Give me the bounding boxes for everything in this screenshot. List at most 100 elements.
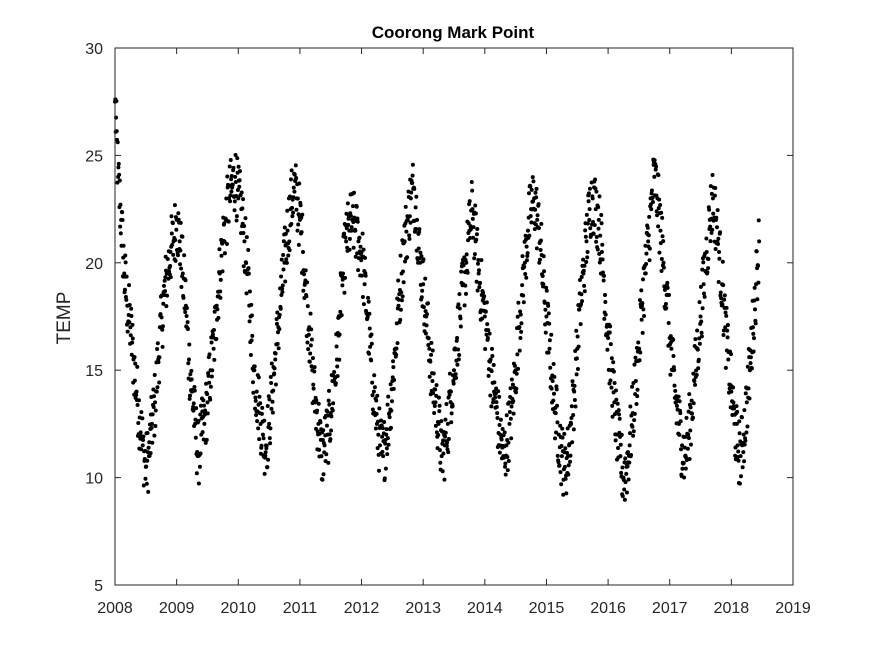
data-point — [619, 432, 624, 437]
data-point — [372, 373, 377, 378]
data-point — [321, 472, 326, 477]
data-point — [712, 193, 717, 198]
y-tick-label: 20 — [85, 256, 103, 273]
data-point — [535, 217, 540, 222]
data-point — [756, 218, 761, 223]
data-point — [457, 292, 462, 297]
data-point — [588, 226, 593, 231]
data-point — [310, 356, 315, 361]
data-points — [113, 97, 762, 502]
data-point — [505, 454, 510, 459]
data-point — [172, 203, 177, 208]
data-point — [291, 185, 296, 190]
data-point — [382, 420, 387, 425]
data-point — [293, 163, 298, 168]
data-point — [575, 366, 580, 371]
data-point — [207, 380, 212, 385]
data-point — [198, 451, 203, 456]
data-point — [596, 217, 601, 222]
data-point — [267, 436, 272, 441]
data-point — [500, 426, 505, 431]
data-point — [222, 251, 227, 256]
data-point — [524, 275, 529, 280]
data-point — [616, 408, 621, 413]
data-point — [646, 239, 651, 244]
x-tick-label: 2010 — [220, 600, 256, 617]
data-point — [425, 301, 430, 306]
data-point — [600, 242, 605, 247]
data-point — [475, 288, 480, 293]
data-point — [489, 404, 494, 409]
data-point — [134, 389, 139, 394]
data-point — [145, 458, 150, 463]
data-point — [691, 371, 696, 376]
data-point — [375, 446, 380, 451]
data-point — [353, 254, 358, 259]
data-point — [697, 336, 702, 341]
data-point — [234, 214, 239, 219]
data-point — [585, 221, 590, 226]
data-point — [507, 410, 512, 415]
data-point — [230, 182, 235, 187]
data-point — [125, 329, 130, 334]
data-point — [570, 440, 575, 445]
data-point — [306, 347, 311, 352]
data-point — [356, 268, 361, 273]
data-point — [742, 408, 747, 413]
data-point — [468, 236, 473, 241]
data-point — [194, 471, 199, 476]
data-point — [443, 434, 448, 439]
data-point — [491, 400, 496, 405]
data-point — [738, 474, 743, 479]
data-point — [478, 280, 483, 285]
data-point — [423, 309, 428, 314]
data-point — [431, 371, 436, 376]
data-point — [672, 383, 677, 388]
data-point — [623, 480, 628, 485]
data-point — [249, 313, 254, 318]
data-point — [606, 335, 611, 340]
data-point — [697, 300, 702, 305]
data-point — [367, 311, 372, 316]
data-point — [122, 287, 127, 292]
data-point — [517, 325, 522, 330]
data-point — [745, 424, 750, 429]
data-point — [431, 391, 436, 396]
data-point — [503, 461, 508, 466]
data-point — [618, 442, 623, 447]
data-point — [523, 271, 528, 276]
data-point — [559, 443, 564, 448]
data-point — [410, 162, 415, 167]
data-point — [194, 406, 199, 411]
data-point — [450, 404, 455, 409]
data-point — [473, 203, 478, 208]
data-point — [642, 314, 647, 319]
data-point — [639, 288, 644, 293]
data-point — [532, 227, 537, 232]
data-point — [717, 250, 722, 255]
data-point — [644, 251, 649, 256]
data-point — [575, 334, 580, 339]
data-point — [706, 266, 711, 271]
data-point — [752, 298, 757, 303]
data-point — [359, 273, 364, 278]
data-point — [671, 365, 676, 370]
data-point — [663, 302, 668, 307]
data-point — [576, 344, 581, 349]
data-point — [294, 175, 299, 180]
data-point — [477, 285, 482, 290]
data-point — [497, 450, 502, 455]
data-point — [486, 328, 491, 333]
data-point — [329, 428, 334, 433]
data-point — [711, 211, 716, 216]
data-point — [218, 295, 223, 300]
data-point — [678, 419, 683, 424]
data-point — [301, 288, 306, 293]
data-point — [408, 196, 413, 201]
data-point — [547, 346, 552, 351]
data-point — [281, 252, 286, 257]
data-point — [632, 411, 637, 416]
data-point — [351, 245, 356, 250]
data-point — [263, 453, 268, 458]
data-point — [387, 415, 392, 420]
